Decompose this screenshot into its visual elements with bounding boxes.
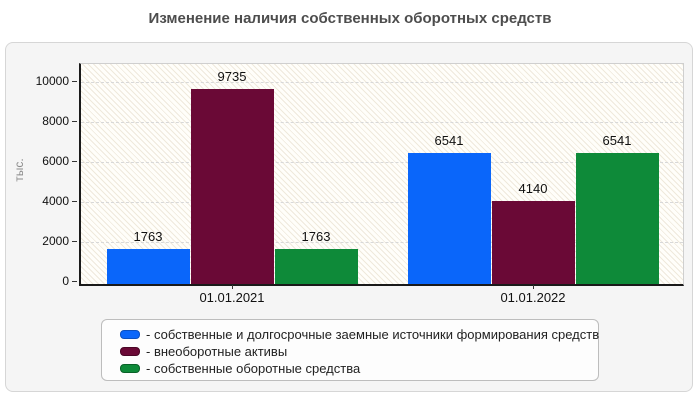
bar-value-label: 6541 <box>434 133 464 149</box>
y-axis-label: тыс. <box>12 158 26 182</box>
x-tick-mark <box>533 285 534 289</box>
legend-box: - собственные и долгосрочные заемные ист… <box>101 319 599 381</box>
legend-label: - собственные и долгосрочные заемные ист… <box>146 327 600 342</box>
bar-01.01.2021-series-2[interactable] <box>190 89 274 284</box>
gridline <box>81 162 683 163</box>
y-tick-mark <box>72 201 77 202</box>
legend-label: - собственные оборотные средства <box>146 361 361 376</box>
bar-01.01.2022-series-2[interactable] <box>491 201 575 284</box>
bar-value-label: 1763 <box>301 228 331 244</box>
bar-01.01.2022-series-1[interactable] <box>407 153 491 284</box>
y-tick-mark <box>72 281 77 282</box>
y-tick-mark <box>72 161 77 162</box>
legend-swatch-icon <box>120 364 140 373</box>
bar-value-label: 4140 <box>518 181 548 197</box>
chart-panel: тыс. 1763 9735 1763 6541 4140 6541 0 2000 4000 6… <box>5 42 693 392</box>
x-category-label: 01.01.2021 <box>199 290 265 305</box>
bar-value-label: 1763 <box>133 228 163 244</box>
y-tick-mark <box>72 241 77 242</box>
legend-label: - внеоборотные активы <box>146 344 288 359</box>
bar-value-label: 6541 <box>602 133 632 149</box>
bar-value-label: 9735 <box>217 69 247 85</box>
legend-swatch-icon <box>120 330 140 339</box>
x-tick-mark <box>232 285 233 289</box>
gridline <box>81 82 683 83</box>
y-tick-label: 6000 <box>42 154 69 168</box>
y-tick-label: 10000 <box>35 74 69 88</box>
bar-01.01.2021-series-1[interactable] <box>106 248 190 284</box>
gridline <box>81 242 683 243</box>
bar-01.01.2021-series-3[interactable] <box>274 248 358 284</box>
legend-swatch-icon <box>120 347 140 356</box>
y-tick-label: 8000 <box>42 114 69 128</box>
plot-area: 1763 9735 1763 6541 4140 6541 <box>79 63 684 286</box>
y-tick-label: 4000 <box>42 194 69 208</box>
bar-01.01.2022-series-3[interactable] <box>575 153 659 284</box>
y-tick-mark <box>72 121 77 122</box>
legend-item-3[interactable]: - собственные оборотные средства <box>120 360 588 377</box>
y-tick-mark <box>72 81 77 82</box>
y-tick-label: 2000 <box>42 234 69 248</box>
legend-item-2[interactable]: - внеоборотные активы <box>120 343 588 360</box>
x-category-label: 01.01.2022 <box>500 290 566 305</box>
gridline <box>81 202 683 203</box>
chart-title: Изменение наличия собственных оборотных … <box>148 10 552 27</box>
legend-item-1[interactable]: - собственные и долгосрочные заемные ист… <box>120 326 599 343</box>
gridline <box>81 122 683 123</box>
y-tick-label: 0 <box>62 274 69 288</box>
